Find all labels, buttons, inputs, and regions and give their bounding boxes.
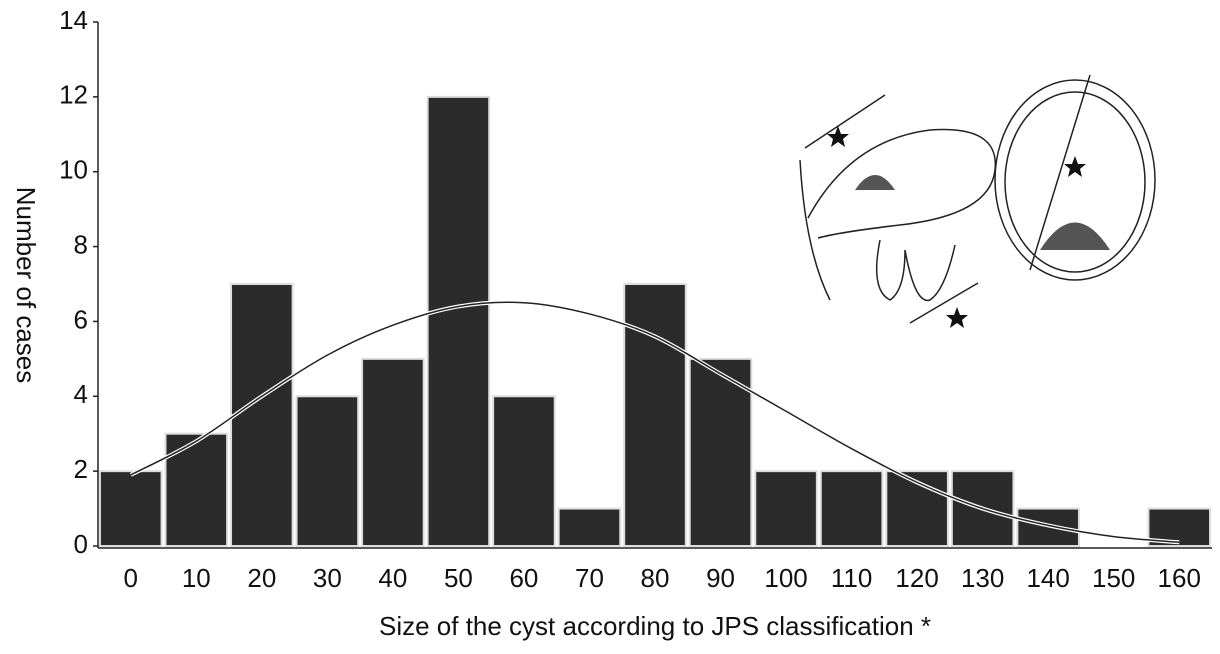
x-axis-label: Size of the cyst according to JPS classi… — [379, 611, 931, 641]
illustration-star — [946, 307, 968, 328]
illustration-papilla — [1040, 223, 1110, 251]
x-tick-label: 50 — [444, 563, 473, 593]
x-tick-label: 70 — [575, 563, 604, 593]
illustration-star — [1064, 156, 1086, 177]
x-tick-label: 20 — [247, 563, 276, 593]
illustration-papilla — [855, 175, 895, 190]
bar — [297, 396, 359, 546]
illustration-cyst — [808, 130, 995, 239]
x-tick-label: 110 — [831, 563, 872, 593]
illustration-arrow — [910, 283, 978, 323]
x-tick-label: 120 — [895, 563, 938, 593]
y-tick-label: 4 — [74, 379, 88, 409]
x-tick-label: 40 — [378, 563, 407, 593]
chart: Number of cases Size of the cyst accordi… — [0, 0, 1220, 654]
y-tick-label: 10 — [59, 155, 88, 185]
x-tick-label: 100 — [764, 563, 807, 593]
illustration-folds — [877, 240, 955, 300]
x-tick-label: 90 — [706, 563, 735, 593]
x-tick-label: 160 — [1158, 563, 1201, 593]
bar — [100, 471, 162, 546]
y-tick-label: 0 — [74, 529, 88, 559]
bar — [821, 471, 883, 546]
x-tick-label: 60 — [509, 563, 538, 593]
y-tick-label: 8 — [74, 229, 88, 259]
illustration-line — [800, 160, 830, 300]
y-axis-label: Number of cases — [11, 187, 41, 384]
x-tick-label: 0 — [124, 563, 138, 593]
bar — [493, 396, 555, 546]
y-tick-label: 6 — [74, 304, 88, 334]
bar — [428, 97, 490, 546]
x-tick-label: 10 — [182, 563, 211, 593]
bar — [755, 471, 817, 546]
y-tick-label: 2 — [74, 454, 88, 484]
x-tick-label: 150 — [1092, 563, 1135, 593]
page: {"chart_data": {"type": "bar", "x_label"… — [0, 0, 1220, 654]
x-tick-label: 80 — [641, 563, 670, 593]
bar — [559, 509, 621, 546]
illustration-star — [827, 126, 849, 147]
bar — [624, 284, 686, 546]
bar — [165, 434, 227, 546]
y-tick-label: 12 — [59, 80, 88, 110]
illustration — [800, 75, 1155, 328]
bar — [362, 359, 424, 546]
x-tick-label: 30 — [313, 563, 342, 593]
y-tick-label: 14 — [59, 5, 88, 35]
x-tick-label: 140 — [1026, 563, 1069, 593]
bar — [231, 284, 293, 546]
x-tick-label: 130 — [961, 563, 1004, 593]
illustration-arrow — [805, 95, 885, 148]
